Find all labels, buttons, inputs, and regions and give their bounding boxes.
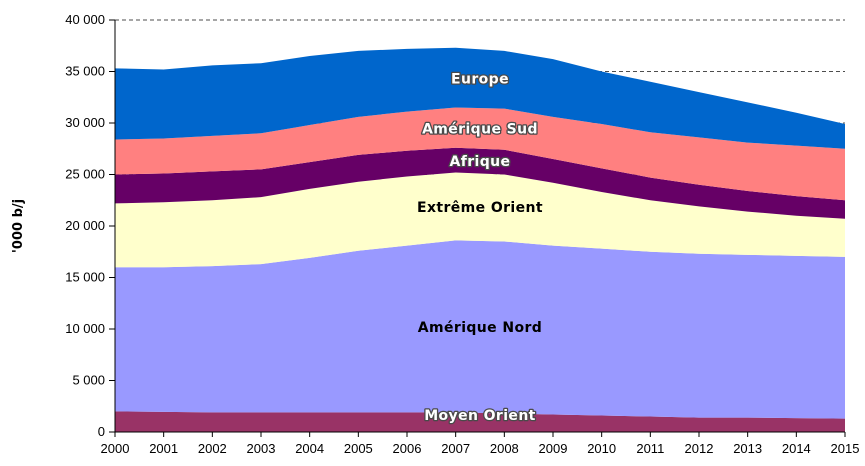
series-label-extr-me-orient: Extrême Orient (417, 200, 543, 216)
series-label-europe: Europe (451, 72, 509, 88)
area-am-rique-nord (115, 240, 845, 419)
x-tick-label: 2001 (149, 441, 178, 456)
y-tick-label: 0 (98, 424, 105, 439)
y-tick-label: 30 000 (65, 115, 105, 130)
y-tick-label: 10 000 (65, 321, 105, 336)
y-tick-label: 20 000 (65, 218, 105, 233)
x-tick-label: 2007 (441, 441, 470, 456)
y-tick-label: 15 000 (65, 270, 105, 285)
x-tick-label: 2003 (247, 441, 276, 456)
x-tick-label: 2006 (393, 441, 422, 456)
x-tick-label: 2008 (490, 441, 519, 456)
x-tick-label: 2012 (685, 441, 714, 456)
area-extr-me-orient (115, 172, 845, 268)
x-tick-label: 2004 (295, 441, 324, 456)
area-afrique (115, 147, 845, 219)
series-label-afrique: Afrique (450, 154, 511, 170)
area-am-rique-sud (115, 107, 845, 201)
x-tick-label: 2014 (782, 441, 811, 456)
x-tick-label: 2015 (831, 441, 860, 456)
y-tick-label: 35 000 (65, 64, 105, 79)
y-tick-label: 25 000 (65, 167, 105, 182)
x-tick-label: 2009 (539, 441, 568, 456)
x-tick-label: 2010 (587, 441, 616, 456)
x-tick-label: 2005 (344, 441, 373, 456)
x-tick-label: 2000 (101, 441, 130, 456)
x-tick-label: 2002 (198, 441, 227, 456)
series-label-am-rique-nord: Amérique Nord (418, 320, 542, 336)
series-label-moyen-orient: Moyen Orient (424, 408, 536, 424)
series-label-am-rique-sud: Amérique Sud (422, 121, 538, 137)
area-europe (115, 47, 845, 149)
y-axis-title: '000 b/j (11, 199, 26, 253)
y-tick-label: 5 000 (72, 373, 105, 388)
x-tick-label: 2013 (733, 441, 762, 456)
x-tick-label: 2011 (636, 441, 664, 456)
y-tick-label: 40 000 (65, 12, 105, 27)
area-moyen-orient (115, 411, 845, 432)
